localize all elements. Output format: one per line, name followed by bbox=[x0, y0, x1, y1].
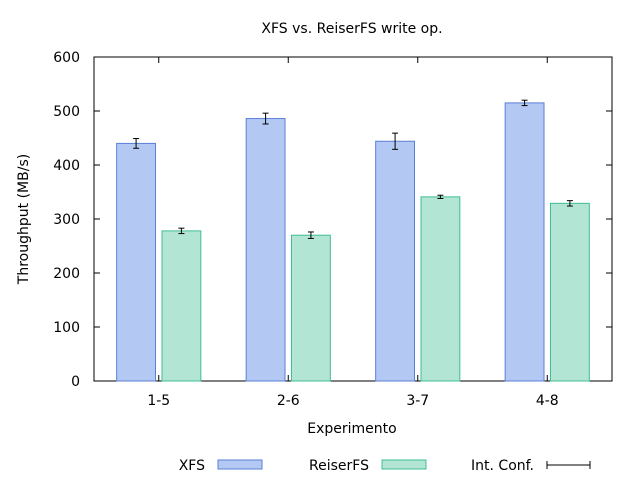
y-tick-label: 0 bbox=[71, 374, 80, 390]
bar-xfs bbox=[504, 102, 545, 382]
y-tick-label: 100 bbox=[53, 320, 80, 336]
bar-xfs bbox=[245, 118, 286, 382]
error-bar bbox=[437, 194, 444, 199]
y-tick-label: 300 bbox=[53, 212, 80, 228]
error-bar bbox=[392, 132, 399, 150]
y-tick-label: 200 bbox=[53, 266, 80, 282]
legend-label-reiserfs: ReiserFS bbox=[309, 458, 369, 474]
x-axis: 1-5 2-6 3-7 4-8 bbox=[147, 57, 559, 409]
bar-reiserfs bbox=[549, 202, 590, 382]
legend-label-xfs: XFS bbox=[179, 458, 205, 474]
x-tick-label: 3-7 bbox=[406, 393, 429, 409]
y-axis: 0 100 200 300 400 500 600 bbox=[53, 50, 612, 390]
legend-swatch-xfs bbox=[217, 459, 263, 470]
bar-xfs bbox=[116, 142, 157, 382]
x-tick-label: 1-5 bbox=[147, 393, 170, 409]
x-tick-label: 4-8 bbox=[536, 393, 559, 409]
y-tick-label: 500 bbox=[53, 104, 80, 120]
error-bar bbox=[521, 99, 528, 107]
bars bbox=[116, 102, 590, 382]
y-tick-label: 400 bbox=[53, 158, 80, 174]
legend-swatch-reiserfs bbox=[381, 459, 427, 470]
bar-xfs bbox=[375, 140, 416, 382]
error-bar bbox=[133, 138, 140, 149]
y-axis-label: Throughput (MB/s) bbox=[16, 154, 32, 285]
error-bar bbox=[262, 112, 269, 125]
error-bar bbox=[307, 231, 314, 239]
legend-error-symbol bbox=[546, 461, 591, 469]
bar-reiserfs bbox=[420, 196, 461, 382]
error-bar bbox=[178, 227, 185, 235]
legend: XFS ReiserFS Int. Conf. bbox=[179, 458, 591, 474]
legend-label-int-conf: Int. Conf. bbox=[471, 458, 534, 474]
x-tick-label: 2-6 bbox=[277, 393, 300, 409]
bar-reiserfs bbox=[161, 230, 202, 382]
error-bar bbox=[566, 200, 573, 207]
bar-reiserfs bbox=[290, 234, 331, 382]
y-tick-label: 600 bbox=[53, 50, 80, 66]
chart-title: XFS vs. ReiserFS write op. bbox=[261, 21, 442, 37]
error-bars bbox=[133, 99, 573, 239]
x-axis-label: Experimento bbox=[307, 421, 396, 437]
